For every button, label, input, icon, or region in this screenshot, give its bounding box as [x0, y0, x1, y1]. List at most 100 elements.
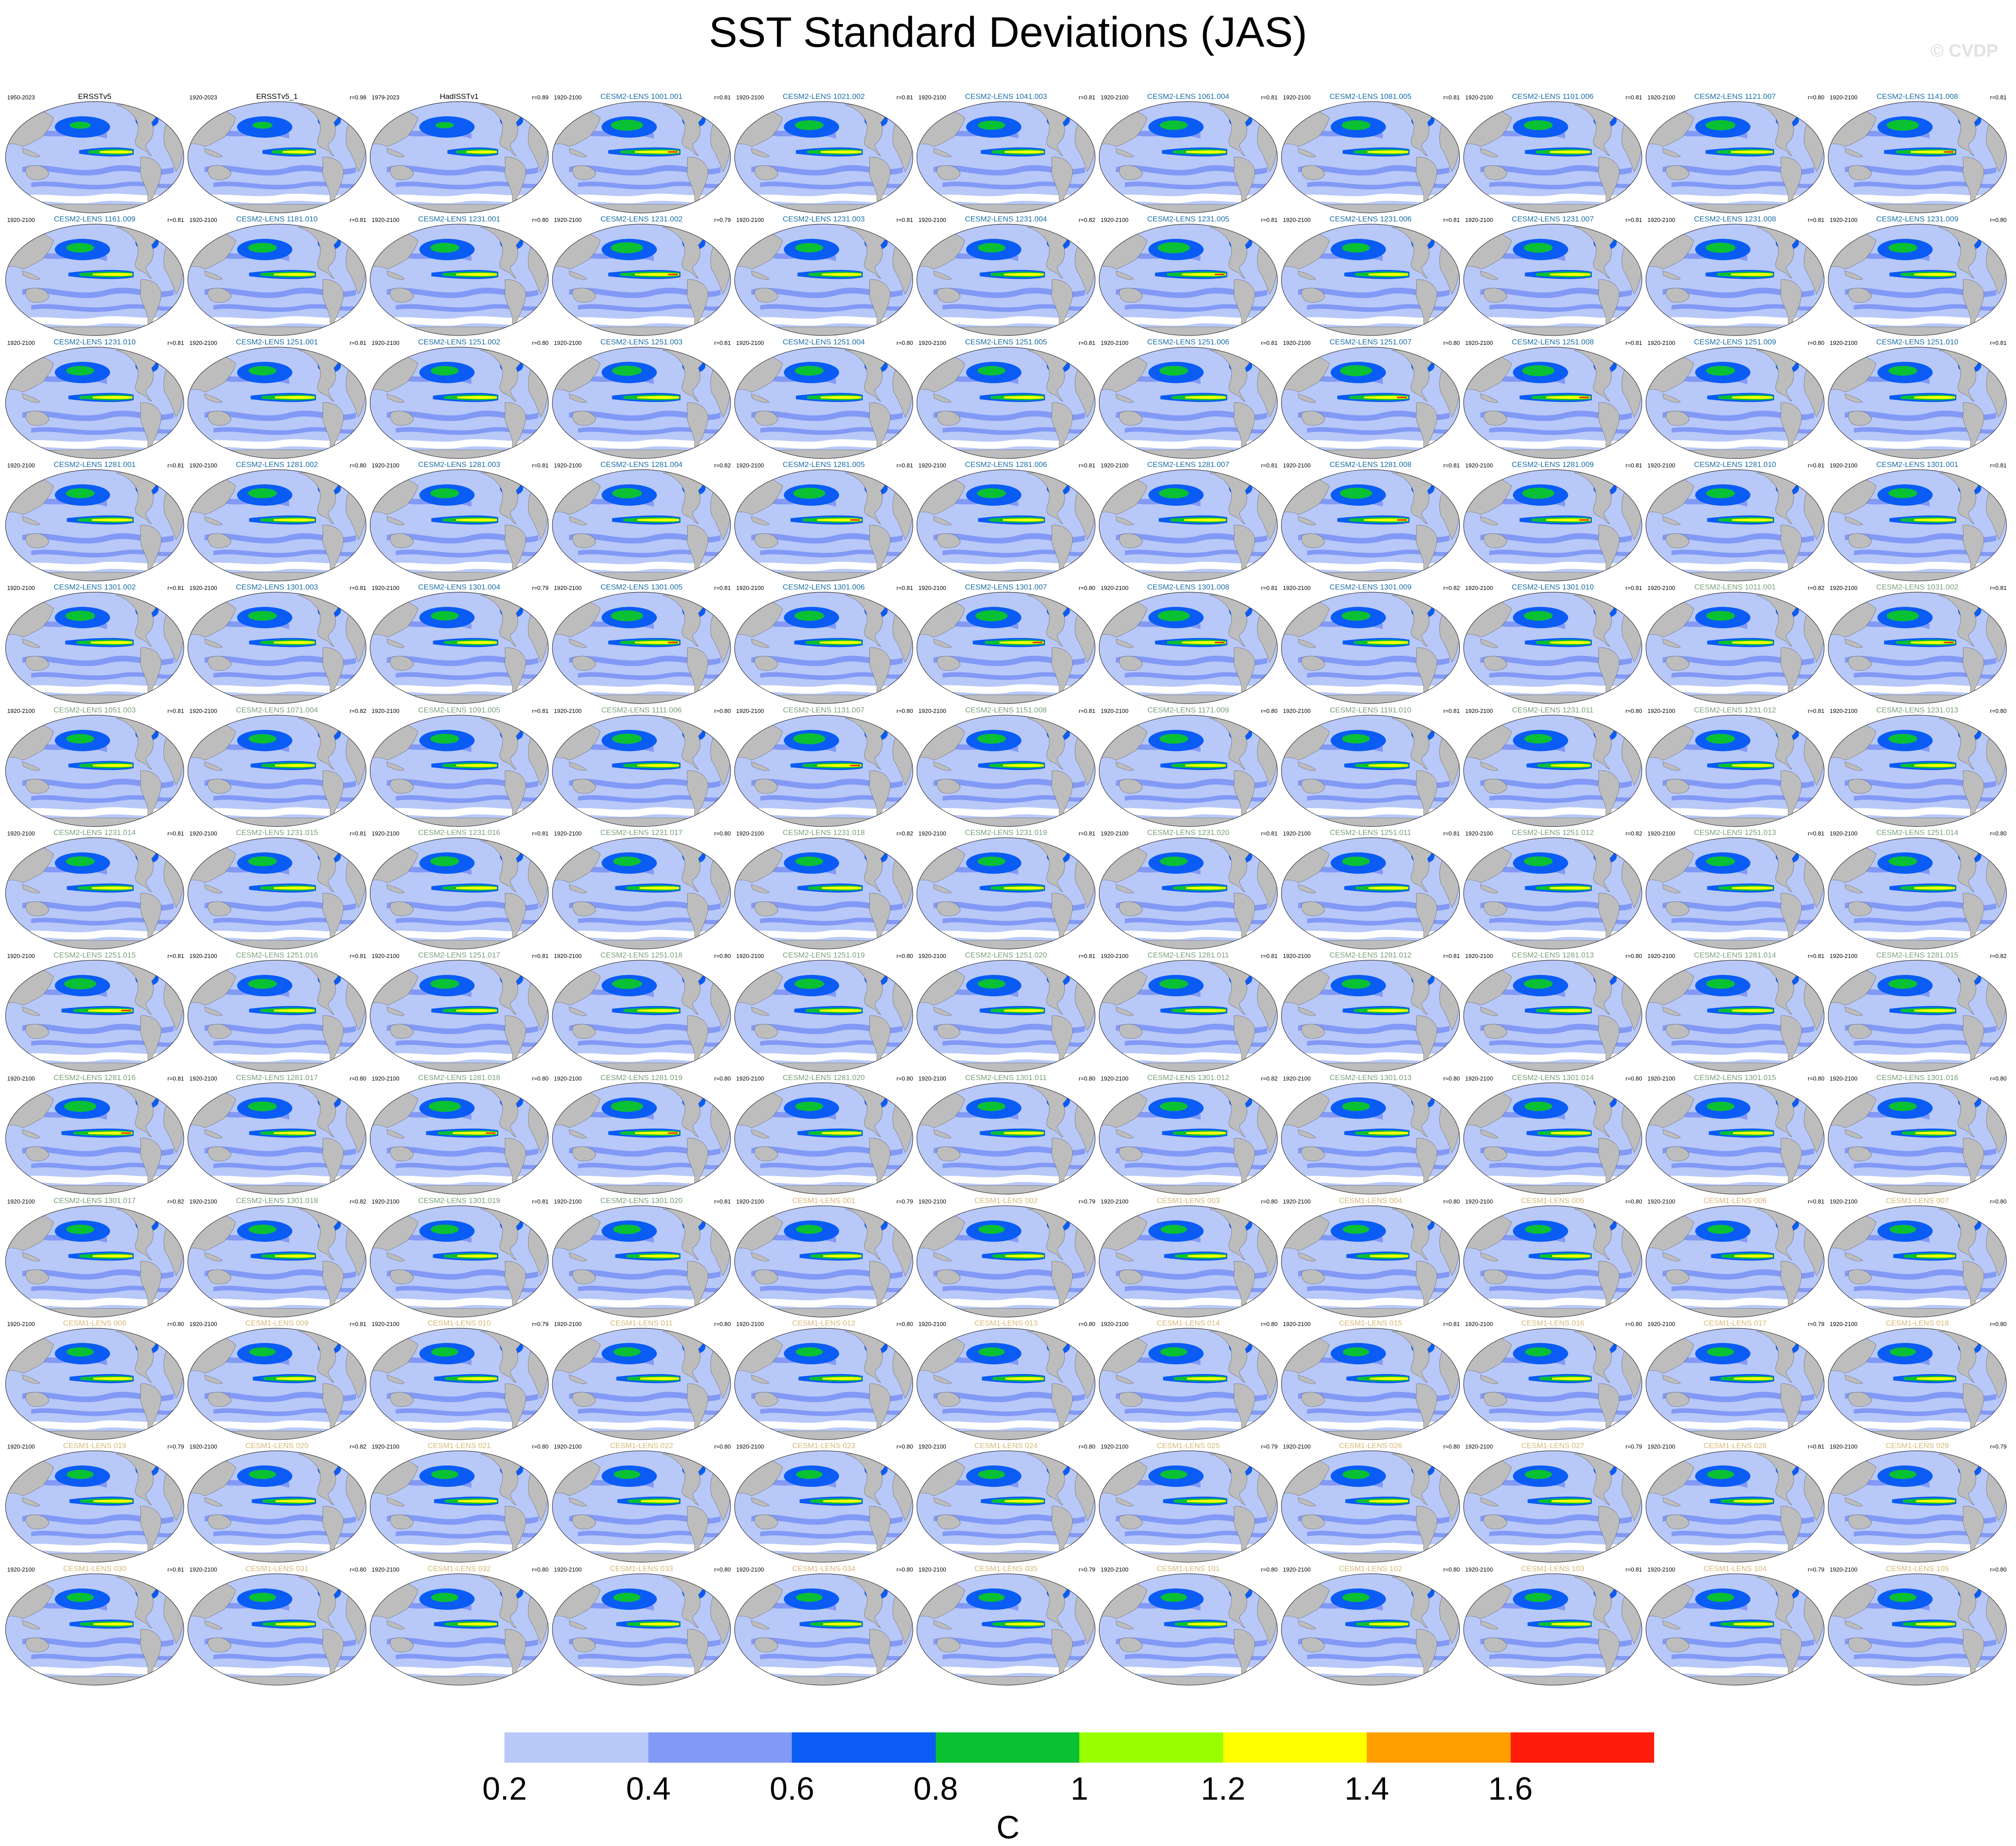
band-south	[751, 410, 903, 421]
low-variability	[18, 193, 169, 204]
north-pacific-core	[66, 856, 95, 866]
panel-correlation: r=0.81	[1625, 462, 1642, 469]
north-america	[480, 350, 523, 402]
map-area	[1463, 1204, 1643, 1318]
panel-period: 1920-2100	[1647, 1075, 1676, 1082]
north-pacific-core	[1160, 856, 1188, 866]
low-variability	[1294, 316, 1445, 326]
sst-map	[734, 1573, 914, 1686]
colorbar-units: C	[996, 1810, 1020, 1846]
enso-peak	[820, 150, 861, 154]
north-pacific-core	[978, 1469, 1005, 1479]
map-area	[1098, 1081, 1278, 1195]
panel-correlation: r=0.81	[896, 585, 913, 592]
north-america	[115, 718, 158, 770]
colorbar-swatch	[648, 1732, 792, 1763]
maritime-continent	[22, 639, 41, 648]
north-america	[115, 227, 158, 279]
map-area	[1827, 1572, 2008, 1686]
sst-map	[369, 1082, 549, 1195]
panel-title: CESM2-LENS 1281.019	[600, 1074, 683, 1082]
north-america	[844, 350, 887, 402]
north-pacific-core	[252, 122, 273, 129]
panel-correlation: r=0.81	[1807, 462, 1824, 469]
north-pacific-core	[430, 733, 459, 744]
band-south-2	[578, 427, 725, 435]
band-south-2	[578, 181, 725, 190]
north-america	[480, 840, 523, 892]
panel-correlation: r=0.81	[167, 1075, 184, 1082]
enso-max	[668, 1132, 678, 1134]
map-panel: 1920-2100 CESM1-LENS 030 r=0.81	[4, 1564, 185, 1686]
colorbar-swatch	[1367, 1732, 1511, 1763]
panel-period: 1920-2100	[1101, 94, 1129, 101]
australia	[208, 533, 232, 548]
map-panel: 1920-2100 CESM2-LENS 1301.018 r=0.82	[187, 1195, 367, 1318]
enso-peak	[1004, 396, 1044, 399]
band-south	[1298, 533, 1450, 544]
sst-map	[369, 346, 549, 459]
sst-map	[916, 714, 1096, 827]
north-pacific-core	[66, 243, 94, 253]
panel-correlation: r=0.81	[167, 217, 184, 224]
band-south-2	[1489, 549, 1636, 557]
enso-max	[850, 765, 860, 766]
sst-map	[5, 1328, 184, 1440]
panel-title: CESM2-LENS 1121.007	[1694, 93, 1776, 101]
panel-period: 1920-2100	[1647, 462, 1676, 469]
map-panel: 1920-2100 CESM1-LENS 016 r=0.80	[1463, 1318, 1643, 1441]
north-pacific-core	[1160, 1101, 1188, 1112]
north-pacific-core	[430, 856, 459, 866]
panel-period: 1920-2100	[918, 1443, 947, 1450]
enso-max	[1579, 397, 1589, 398]
map-panel: 1920-2100 CESM2-LENS 1281.002 r=0.80	[187, 459, 367, 582]
sst-map	[1828, 1328, 2007, 1440]
panel-period: 1920-2100	[554, 1443, 582, 1450]
maritime-continent	[1298, 393, 1316, 403]
sst-map	[552, 346, 731, 459]
map-area	[1463, 836, 1643, 950]
panel-period: 1920-2100	[1465, 585, 1493, 592]
north-america	[298, 472, 340, 524]
enso-peak	[1731, 150, 1773, 154]
australia	[25, 778, 49, 794]
panel-correlation: r=0.81	[1990, 339, 2007, 346]
enso-peak	[1184, 518, 1226, 522]
band-south-2	[942, 672, 1090, 680]
north-pacific-core	[1160, 120, 1188, 130]
map-area	[369, 591, 549, 705]
panel-correlation: r=0.80	[1078, 1443, 1095, 1450]
australia	[1301, 165, 1325, 180]
north-pacific-core	[977, 365, 1006, 376]
map-panel: 1920-2100 CESM2-LENS 1231.018 r=0.82	[733, 827, 914, 950]
panel-correlation: r=0.80	[532, 1443, 549, 1450]
map-area	[1645, 1449, 1825, 1564]
panel-period: 1920-2100	[1101, 1566, 1129, 1573]
panel-correlation: r=0.80	[896, 339, 913, 346]
panel-title: CESM2-LENS 1251.013	[1694, 828, 1776, 837]
enso-peak	[1004, 886, 1044, 890]
map-panel: 1920-2100 CESM2-LENS 1281.005 r=0.81	[733, 459, 914, 582]
enso-peak	[93, 1622, 132, 1626]
panel-correlation: r=0.81	[532, 707, 549, 714]
sst-map	[1098, 592, 1278, 704]
panel-correlation: r=0.80	[532, 217, 549, 224]
panel-title: CESM1-LENS 005	[1521, 1196, 1585, 1205]
map-outline	[5, 224, 184, 336]
map-area	[916, 100, 1096, 214]
sst-map	[1281, 1328, 1460, 1440]
map-panel: 1920-2100 CESM2-LENS 1251.005 r=0.81	[916, 337, 1096, 460]
band-south-2	[1125, 427, 1272, 435]
north-america	[1756, 350, 1799, 402]
australia	[208, 288, 232, 303]
map-outline	[552, 224, 731, 336]
sst-map	[916, 346, 1096, 459]
maritime-continent	[933, 393, 952, 403]
enso-peak	[275, 764, 315, 767]
enso-max	[1397, 397, 1407, 398]
map-panel: 1920-2100 CESM2-LENS 1131.007 r=0.80	[733, 705, 914, 828]
enso-peak	[1003, 764, 1044, 767]
band-south-2	[31, 795, 178, 803]
north-pacific-core	[1886, 610, 1919, 622]
band-south-2	[1672, 795, 1819, 803]
